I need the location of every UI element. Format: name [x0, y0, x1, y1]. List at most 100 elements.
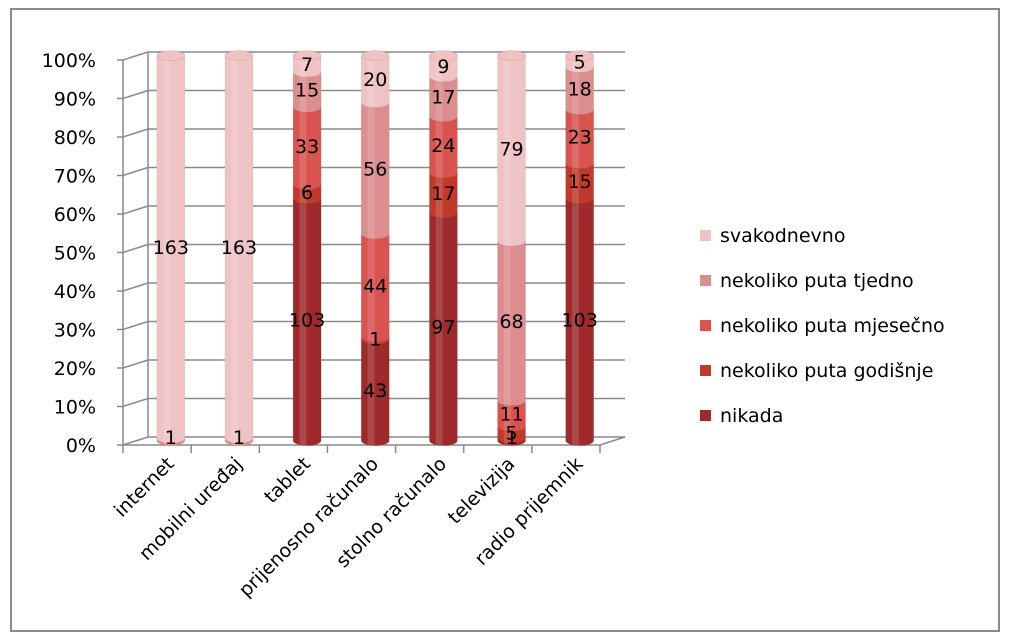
data-label-prijenosno-racunalo-nekoliko-puta-godisnje: 1 [369, 328, 381, 350]
data-label-radio-prijemnik-nikada: 103 [562, 310, 598, 332]
bar-group-prijenosno-racunalo [360, 50, 390, 446]
data-label-prijenosno-racunalo-nikada: 43 [363, 380, 387, 402]
bar-cap-internet [156, 50, 186, 61]
legend-swatch-nikada [700, 410, 711, 421]
y-tick-label: 50% [54, 243, 96, 265]
bar-stolno-racunalo-nekoliko-puta-tjedno [429, 76, 458, 122]
y-axis-ticks: 0% 10% 20% 30% 40% 50% 60% 70% 80% 90% 100% [42, 50, 96, 457]
bar-radio-prijemnik-nikada [565, 198, 594, 446]
legend-swatch-svakodnevno [700, 230, 711, 241]
data-label-stolno-racunalo-nekoliko-puta-mjesecno: 24 [431, 135, 455, 157]
data-label-stolno-racunalo-svakodnevno: 9 [437, 56, 449, 78]
data-label-televizija-svakodnevno: 79 [499, 138, 523, 160]
data-label-internet-nekoliko-puta-tjedno: 1 [165, 427, 177, 449]
bar-radio-prijemnik-nekoliko-puta-godisnje-highlight [571, 163, 579, 204]
bar-tablet-svakodnevno-highlight [299, 55, 307, 77]
data-label-radio-prijemnik-nekoliko-puta-godisnje: 15 [568, 171, 592, 193]
legend-swatch-nekoliko-puta-godisnje [700, 365, 711, 376]
bar-radio-prijemnik-nekoliko-puta-godisnje [565, 163, 594, 205]
bar-radio-prijemnik-nikada-highlight [571, 198, 579, 446]
data-label-tablet-nekoliko-puta-godisnje: 6 [301, 182, 313, 204]
y-tick-label: 100% [42, 50, 96, 72]
y-tick-label: 70% [54, 166, 96, 188]
gridline-diagonal [122, 359, 149, 369]
data-label-mobilni-uredaj-svakodnevno: 163 [221, 237, 257, 259]
legend-label-nekoliko-puta-godisnje: nekoliko puta godišnje [720, 360, 933, 382]
bar-radio-prijemnik-nekoliko-puta-tjedno [565, 67, 594, 115]
bar-televizija-nekoliko-puta-mjesecno [497, 400, 526, 432]
y-tick-label: 0% [66, 435, 96, 457]
bar-prijenosno-racunalo-nekoliko-puta-tjedno [360, 102, 390, 240]
bar-televizija-nekoliko-puta-tjedno-highlight [503, 241, 511, 406]
bar-stolno-racunalo-nekoliko-puta-godisnje [429, 172, 458, 219]
bar-prijenosno-racunalo-svakodnevno-highlight [367, 55, 375, 108]
bar-group-stolno-racunalo [429, 50, 458, 446]
bar-radio-prijemnik-nekoliko-puta-mjesecno [565, 109, 594, 169]
bar-tablet-nekoliko-puta-tjedno-highlight [299, 72, 307, 113]
y-tick-label: 20% [54, 358, 96, 380]
legend: svakodnevno nekoliko puta tjedno nekoliko … [700, 225, 945, 427]
data-label-prijenosno-racunalo-svakodnevno: 20 [363, 69, 387, 91]
data-label-radio-prijemnik-nekoliko-puta-tjedno: 18 [568, 78, 592, 100]
bar-group-internet [156, 50, 186, 446]
gridline-diagonal [122, 128, 149, 138]
bar-group-mobilni-uredaj [224, 50, 254, 446]
bar-internet-svakodnevno [156, 55, 186, 444]
bar-televizija-svakodnevno-highlight [503, 55, 511, 246]
bar-prijenosno-racunalo-nikada-highlight [367, 339, 375, 446]
bar-tablet-nekoliko-puta-tjedno [292, 71, 322, 113]
bar-internet-svakodnevno-highlight [163, 55, 171, 444]
legend-label-svakodnevno: svakodnevno [720, 225, 845, 247]
bar-stolno-racunalo-svakodnevno-highlight [435, 55, 443, 82]
gridline-diagonal [122, 320, 149, 331]
bar-stolno-racunalo-nekoliko-puta-mjesecno [429, 116, 458, 179]
data-label-radio-prijemnik-nekoliko-puta-mjesecno: 23 [568, 127, 592, 149]
bar-tablet-nekoliko-puta-godisnje [292, 184, 322, 205]
bar-stolno-racunalo-svakodnevno [429, 55, 458, 83]
data-label-stolno-racunalo-nikada: 97 [431, 317, 455, 339]
bar-cap-radio-prijemnik [565, 50, 594, 61]
x-tick-label-internet: internet [110, 453, 179, 522]
bar-cap-stolno-racunalo [429, 50, 458, 61]
data-label-prijenosno-racunalo-nekoliko-puta-tjedno: 56 [363, 158, 387, 180]
bar-stolno-racunalo-nekoliko-puta-tjedno-highlight [435, 76, 443, 122]
legend-label-nekoliko-puta-tjedno: nekoliko puta tjedno [720, 270, 914, 292]
bar-stolno-racunalo-nekoliko-puta-godisnje-highlight [435, 172, 443, 218]
bar-radio-prijemnik-nekoliko-puta-mjesecno-highlight [571, 109, 579, 169]
data-label-televizija-nikada: 1 [505, 427, 517, 449]
bar-tablet-nikada-highlight [299, 198, 307, 446]
bar-mobilni-uredaj-svakodnevno [224, 55, 254, 444]
bar-prijenosno-racunalo-svakodnevno [360, 55, 390, 108]
data-label-prijenosno-racunalo-nekoliko-puta-mjesecno: 44 [363, 276, 387, 298]
y-tick-label: 10% [54, 397, 96, 419]
legend-swatch-nekoliko-puta-tjedno [700, 275, 711, 286]
data-label-tablet-nekoliko-puta-mjesecno: 33 [295, 136, 319, 158]
data-label-tablet-svakodnevno: 7 [301, 54, 313, 76]
gridline-diagonal [122, 51, 149, 61]
bar-radio-prijemnik-nekoliko-puta-tjedno-highlight [571, 67, 579, 115]
legend-label-nekoliko-puta-mjesecno: nekoliko puta mjesečno [720, 315, 945, 337]
data-label-stolno-racunalo-nekoliko-puta-godisnje: 17 [431, 183, 455, 205]
y-tick-label: 90% [54, 89, 96, 111]
bar-tablet-nekoliko-puta-mjesecno [292, 106, 322, 190]
legend-label-nikada: nikada [720, 405, 783, 427]
bar-cap-prijenosno-racunalo [360, 50, 390, 61]
data-label-televizija-nekoliko-puta-mjesecno: 11 [499, 404, 523, 426]
bar-group-tablet [292, 50, 322, 446]
bar-tablet-nekoliko-puta-mjesecno-highlight [299, 107, 307, 190]
bar-tablet-svakodnevno [292, 55, 322, 78]
bar-televizija-svakodnevno [497, 55, 526, 247]
gridline-diagonal [122, 166, 149, 177]
bar-stolno-racunalo-nikada-highlight [435, 212, 443, 446]
bar-cap-tablet [292, 50, 322, 61]
y-tick-label: 60% [54, 204, 96, 226]
data-label-stolno-racunalo-nekoliko-puta-tjedno: 17 [431, 87, 455, 109]
bars [156, 50, 594, 446]
data-label-televizija-nekoliko-puta-tjedno: 68 [499, 311, 523, 333]
bar-cap-televizija [497, 50, 526, 61]
data-label-mobilni-uredaj-nekoliko-puta-tjedno: 1 [233, 427, 245, 449]
gridline-diagonal [122, 436, 149, 446]
gridline-diagonal [122, 397, 149, 408]
bar-cap-mobilni-uredaj [224, 50, 254, 61]
